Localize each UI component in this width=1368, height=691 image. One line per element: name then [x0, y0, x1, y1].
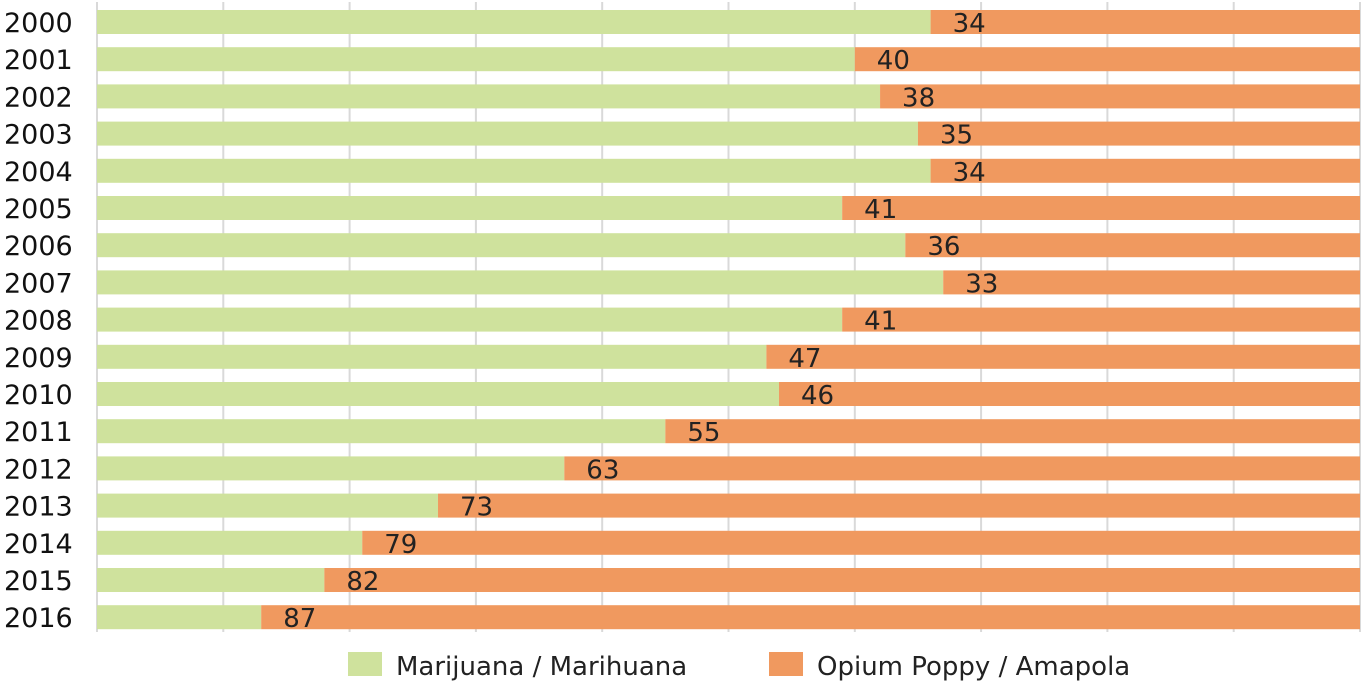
- bar-marijuana: [97, 158, 931, 183]
- data-label: 55: [687, 418, 720, 448]
- bar-opium-poppy: [779, 382, 1360, 406]
- data-label: 36: [927, 232, 960, 262]
- bar-marijuana: [97, 84, 881, 109]
- category-label: 2008: [4, 306, 73, 337]
- category-label: 2013: [4, 492, 73, 523]
- data-label: 38: [902, 83, 935, 113]
- bar-opium-poppy: [438, 493, 1360, 518]
- data-label: 35: [940, 121, 973, 151]
- bar-opium-poppy: [564, 456, 1360, 481]
- category-label: 2007: [4, 268, 73, 299]
- bar-opium-poppy: [854, 47, 1360, 72]
- bar-opium-poppy: [930, 10, 1360, 34]
- bar-opium-poppy: [943, 270, 1360, 295]
- legend-swatch-opium-poppy: [769, 652, 803, 676]
- bar-opium-poppy: [930, 158, 1360, 183]
- category-label: 2012: [4, 454, 73, 485]
- bar-marijuana: [97, 47, 855, 72]
- bar-marijuana: [97, 233, 906, 258]
- bar-opium-poppy: [362, 530, 1361, 555]
- bar-opium-poppy: [842, 196, 1360, 220]
- bars: [97, 10, 1361, 630]
- legend: Marijuana / Marihuana Opium Poppy / Amap…: [348, 652, 1130, 682]
- bar-marijuana: [97, 307, 843, 332]
- data-label: 79: [384, 530, 417, 560]
- bar-marijuana: [97, 344, 767, 369]
- bar-marijuana: [97, 10, 931, 34]
- legend-swatch-marijuana: [348, 652, 382, 676]
- category-label: 2004: [4, 157, 73, 188]
- bar-marijuana: [97, 456, 565, 481]
- bar-marijuana: [97, 196, 843, 220]
- bar-marijuana: [97, 605, 262, 630]
- bar-marijuana: [97, 493, 439, 518]
- category-label: 2001: [4, 45, 73, 76]
- data-label: 34: [953, 158, 986, 188]
- category-label: 2006: [4, 231, 73, 262]
- category-label: 2003: [4, 120, 73, 151]
- bar-opium-poppy: [261, 605, 1361, 630]
- bar-opium-poppy: [665, 419, 1360, 444]
- category-label: 2009: [4, 343, 73, 374]
- category-labels: 2000 2001 2002 2003 2004 2005 2006 2007 2008 2009…: [4, 8, 73, 634]
- bar-marijuana: [97, 121, 918, 146]
- data-label: 46: [801, 381, 834, 411]
- category-label: 2011: [4, 417, 73, 448]
- category-label: 2014: [4, 529, 73, 560]
- bar-marijuana: [97, 530, 363, 555]
- data-label: 40: [877, 46, 910, 76]
- bar-opium-poppy: [880, 84, 1360, 109]
- data-label: 63: [586, 455, 619, 485]
- data-label: 34: [953, 9, 986, 39]
- bar-opium-poppy: [324, 568, 1361, 592]
- bar-marijuana: [97, 568, 325, 592]
- data-label: 47: [788, 344, 821, 374]
- category-label: 2002: [4, 82, 73, 113]
- category-label: 2010: [4, 380, 73, 411]
- bar-opium-poppy: [905, 233, 1360, 258]
- bar-opium-poppy: [917, 121, 1360, 146]
- bar-marijuana: [97, 270, 944, 295]
- data-label: 87: [283, 604, 316, 634]
- bar-marijuana: [97, 382, 780, 406]
- category-label: 2015: [4, 566, 73, 597]
- category-label: 2016: [4, 603, 73, 634]
- legend-label-opium-poppy: Opium Poppy / Amapola: [817, 652, 1130, 682]
- data-label: 41: [864, 307, 897, 337]
- bar-marijuana: [97, 419, 666, 444]
- bar-opium-poppy: [842, 307, 1360, 332]
- data-label: 82: [346, 567, 379, 597]
- data-label: 41: [864, 195, 897, 225]
- bar-opium-poppy: [766, 344, 1360, 369]
- category-label: 2005: [4, 194, 73, 225]
- data-label: 33: [965, 269, 998, 299]
- category-label: 2000: [4, 8, 73, 39]
- legend-label-marijuana: Marijuana / Marihuana: [396, 652, 687, 682]
- data-label: 73: [460, 493, 493, 523]
